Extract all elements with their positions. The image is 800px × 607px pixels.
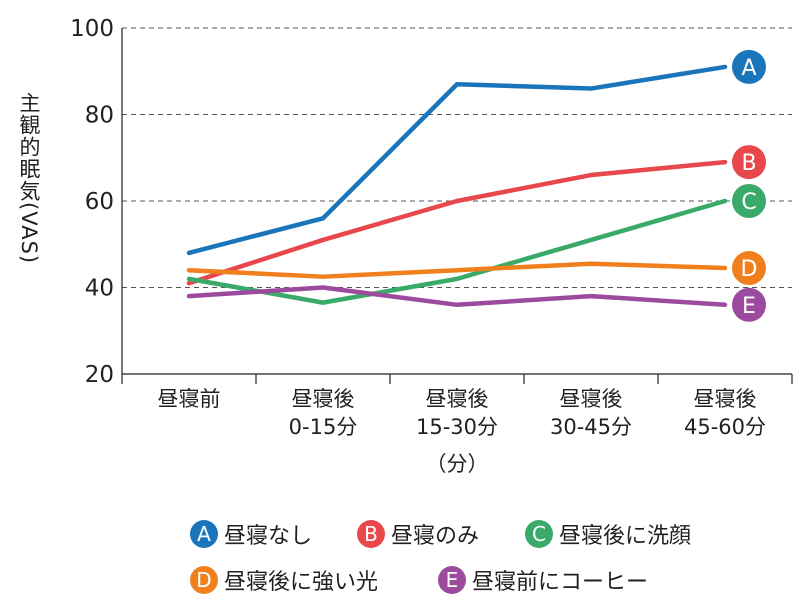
series-badge-label-d: D xyxy=(741,257,758,282)
x-tick-label-4-1: 45-60分 xyxy=(684,415,766,439)
x-tick-label-2-0: 昼寝後 xyxy=(426,387,489,411)
y-axis-label: 主観的眠気(VAS) xyxy=(17,92,41,265)
series-line-a xyxy=(186,64,728,256)
y-tick-label-80: 80 xyxy=(85,103,114,129)
series-badge-c xyxy=(732,184,766,218)
x-tick-label-3-1: 30-45分 xyxy=(550,415,632,439)
x-tick-label-1-1: 0-15分 xyxy=(289,415,358,439)
series-badge-d xyxy=(732,251,766,286)
series-badge-b xyxy=(732,145,766,180)
series-badge-a xyxy=(732,49,766,84)
series-line-b xyxy=(186,159,728,286)
y-tick-label-100: 100 xyxy=(70,16,114,42)
x-tick-label-0-0: 昼寝前 xyxy=(158,387,221,411)
y-tick-label-60: 60 xyxy=(85,189,114,215)
series-badge-label-a: A xyxy=(741,56,756,81)
x-tick-label-4-0: 昼寝後 xyxy=(694,387,757,411)
y-tick-label-20: 20 xyxy=(85,362,114,388)
series-badge-label-e: E xyxy=(742,294,756,319)
x-tick-label-3-0: 昼寝後 xyxy=(560,387,623,411)
series-badge-label-c: C xyxy=(741,190,756,215)
y-tick-label-40: 40 xyxy=(85,276,114,302)
x-tick-label-2-1: 15-30分 xyxy=(416,415,498,439)
x-axis-label: （分） xyxy=(426,452,489,476)
series-badge-e xyxy=(732,287,766,322)
series-line-d xyxy=(186,261,728,279)
series-badge-label-b: B xyxy=(741,151,756,176)
series-line-e xyxy=(186,285,728,308)
x-tick-label-1-0: 昼寝後 xyxy=(292,387,355,411)
series-line-c xyxy=(186,198,728,305)
